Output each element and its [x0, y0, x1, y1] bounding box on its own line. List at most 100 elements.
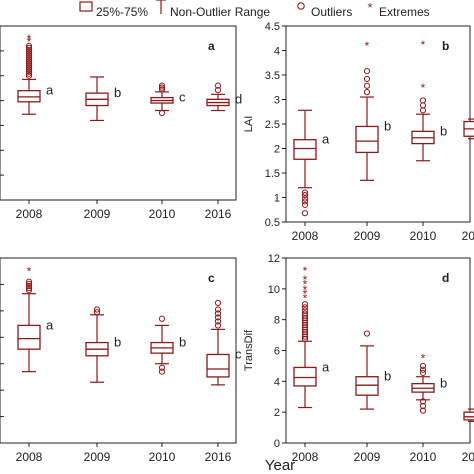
panel-label: b: [442, 39, 449, 53]
x-tick-label: 2008: [16, 207, 43, 221]
outlier-point: [214, 306, 222, 313]
outlier-point: [301, 301, 309, 308]
outlier-point: [301, 319, 309, 326]
x-tick-label: 2008: [292, 450, 319, 464]
y-tick-label: 4: [274, 376, 280, 388]
outlier-point: [25, 42, 33, 49]
extreme-point: *: [27, 265, 32, 279]
outlier-point: [158, 82, 166, 89]
outlier-point: [25, 62, 33, 69]
significance-letter: b: [440, 123, 447, 138]
legend-whisker-swatch: [156, 0, 166, 14]
outlier-point: [25, 64, 33, 71]
outlier-point: [363, 89, 371, 96]
y-tick-label: 2: [274, 144, 280, 156]
outlier-point: [25, 48, 33, 55]
significance-letter: d: [235, 91, 242, 106]
x-tick-label: 2016: [205, 207, 232, 221]
outlier-point: [25, 50, 33, 57]
outlier-point: [25, 70, 33, 77]
y-tick-label: 12: [268, 253, 280, 265]
extreme-point: *: [303, 292, 308, 306]
extreme-point: *: [421, 38, 426, 52]
panel-d: 024681012TransDifd2008200920102016******…: [243, 253, 474, 464]
panel-label: c: [208, 271, 215, 285]
significance-letter: c: [235, 346, 242, 361]
plot-frame: [0, 257, 237, 444]
significance-letter: a: [322, 132, 330, 147]
box-2010: *b: [411, 352, 447, 414]
outlier-point: [419, 407, 427, 414]
outlier-point: [301, 310, 309, 317]
legend-outlier-label: Outliers: [311, 5, 352, 19]
extreme-point: *: [27, 35, 32, 49]
significance-letter: a: [46, 83, 54, 98]
outlier-point: [301, 210, 309, 217]
outlier-point: [419, 97, 427, 104]
box-2008: *a: [17, 265, 54, 373]
outlier-point: [363, 75, 371, 83]
outlier-point: [25, 54, 33, 61]
outlier-point: [214, 87, 222, 94]
y-tick-label: 3.5: [265, 70, 280, 82]
box-2010: c: [150, 82, 186, 117]
outlier-point: [25, 280, 33, 287]
outlier-point: [301, 191, 309, 199]
x-tick-label: 2009: [354, 450, 381, 464]
legend-extreme-label: Extremes: [379, 5, 430, 19]
x-tick-label: 2009: [84, 207, 111, 221]
outlier-point: [301, 317, 309, 324]
y-tick-label: 8: [274, 315, 280, 327]
legend-outlier-swatch: [297, 2, 305, 10]
outlier-point: [25, 52, 33, 59]
outlier-point: [419, 402, 427, 410]
outlier-point: [301, 328, 309, 336]
outlier-point: [158, 109, 166, 117]
outlier-point: [25, 56, 33, 63]
outlier-point: [25, 72, 33, 79]
y-tick-label: 0.5: [265, 217, 280, 229]
extreme-point: *: [27, 32, 32, 46]
y-tick-label: 4: [274, 46, 280, 58]
outlier-point: [25, 46, 33, 53]
outlier-point: [419, 398, 427, 405]
y-tick-label: 1.5: [265, 168, 280, 180]
extreme-point: *: [365, 39, 370, 53]
x-tick-label: 2009: [84, 450, 111, 464]
box-2009: b: [85, 76, 121, 122]
box-2009: b: [355, 330, 391, 410]
box-2010: * * b: [411, 38, 447, 162]
iqr-box: [206, 353, 230, 378]
outlier-point: [301, 331, 309, 338]
outlier-point: [301, 195, 309, 202]
box-2008: **a: [17, 32, 54, 115]
x-tick-label: 2010: [149, 207, 176, 221]
outlier-point: [158, 368, 166, 375]
outlier-point: [419, 362, 427, 370]
box-2009: b: [85, 306, 121, 383]
outlier-point: [301, 304, 309, 311]
outlier-point: [25, 66, 33, 73]
y-tick-label: 2.5: [265, 119, 280, 131]
outlier-point: [25, 287, 33, 294]
extreme-point: *: [303, 273, 308, 287]
outlier-point: [363, 82, 371, 89]
outlier-point: [301, 335, 309, 343]
outlier-point: [301, 189, 309, 196]
outlier-point: [301, 326, 309, 333]
box-2008: ******a: [293, 264, 330, 409]
y-tick-label: 2: [274, 407, 280, 419]
outlier-point: [25, 44, 33, 51]
outlier-point: [158, 84, 166, 91]
extreme-point: *: [421, 352, 426, 366]
outlier-point: [301, 198, 309, 205]
x-tick-label: 2016: [462, 229, 474, 243]
significance-letter: a: [322, 359, 330, 374]
outlier-point: [419, 366, 427, 373]
x-tick-label: 2016: [462, 450, 474, 464]
iqr-box: [17, 324, 41, 350]
outlier-point: [25, 60, 33, 67]
outlier-point: [25, 68, 33, 75]
